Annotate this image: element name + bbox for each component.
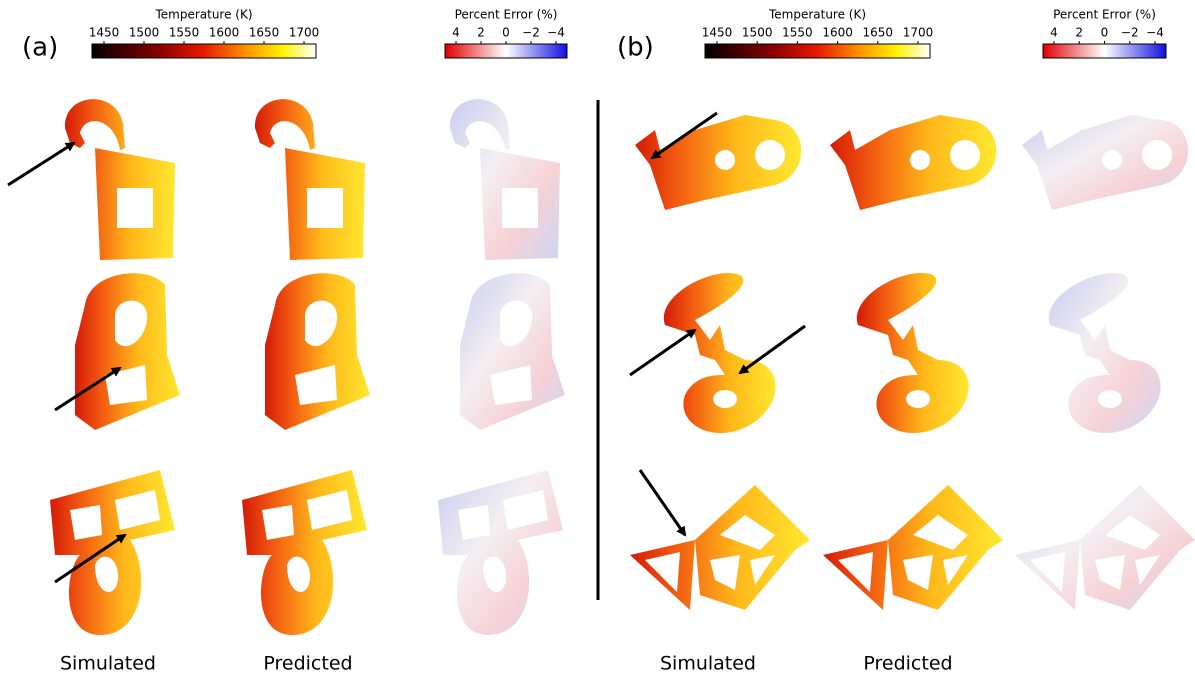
colorbar-tick-label: 2 [477,26,485,40]
colorbar [1043,44,1166,58]
colorbar-title: Temperature (K) [768,8,866,22]
panel-label: (a) [22,33,58,63]
shapes [50,99,1195,635]
colorbar-tick-label: −4 [547,26,565,40]
column-label: Simulated [660,653,756,675]
colorbar-tick-label: 1500 [129,26,160,40]
column-label: Predicted [863,653,952,675]
colorbar-tick-label: 4 [452,26,460,40]
colorbar-tick-label: 0 [502,26,510,40]
colorbar-tick-label: 1500 [742,26,773,40]
colorbar-tick-label: 1700 [289,26,320,40]
colorbar-tick-label: 1450 [702,26,733,40]
colorbar-tick-label: −2 [522,26,540,40]
column-label: Simulated [60,653,156,675]
column-label: Predicted [263,653,352,675]
colorbar-tick-label: 2 [1075,26,1083,40]
panel-label: (b) [617,33,654,63]
colorbar-tick-label: 1550 [169,26,200,40]
colorbar-tick-label: 1700 [903,26,934,40]
colorbar-tick-label: 4 [1050,26,1058,40]
colorbar-tick-label: 1650 [249,26,280,40]
colorbar-tick-label: −4 [1146,26,1164,40]
colorbar-tick-label: 1550 [782,26,813,40]
colorbar-title: Percent Error (%) [1053,8,1156,22]
colorbar-tick-label: 1450 [89,26,120,40]
colorbar-tick-label: 1600 [822,26,853,40]
colorbar [705,44,930,58]
colorbar-tick-label: 1600 [209,26,240,40]
colorbar-title: Temperature (K) [154,8,252,22]
colorbar-tick-label: −2 [1121,26,1139,40]
colorbar-title: Percent Error (%) [455,8,558,22]
figure: (a) Temperature (K) 1450 1500 1550 1600 1650 17… [0,0,1195,677]
colorbar-tick-label: 1650 [863,26,894,40]
colorbar [92,44,316,58]
colorbar [445,44,567,58]
colorbar-tick-label: 0 [1101,26,1109,40]
